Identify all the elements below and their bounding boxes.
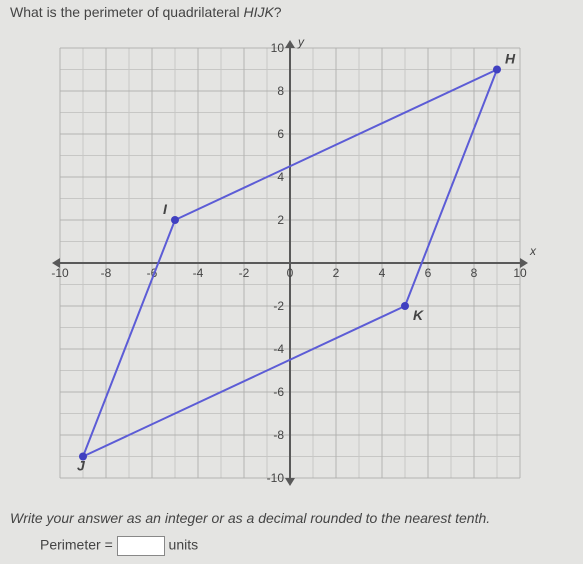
instruction-text: Write your answer as an integer or as a … xyxy=(10,510,490,526)
question-text: What is the perimeter of quadrilateral H… xyxy=(10,4,282,20)
y-tick-label: -4 xyxy=(273,342,284,356)
vertex-label-J: J xyxy=(77,458,86,474)
vertex-label-I: I xyxy=(163,201,168,217)
y-tick-label: 10 xyxy=(271,41,285,55)
x-tick-label: 10 xyxy=(513,266,527,280)
y-tick-label: -6 xyxy=(273,385,284,399)
vertex-I xyxy=(171,216,179,224)
question-var: HIJK xyxy=(243,4,273,20)
y-tick-label: -8 xyxy=(273,428,284,442)
x-tick-label: 0 xyxy=(287,266,294,280)
vertex-label-H: H xyxy=(505,51,516,67)
vertex-H xyxy=(493,66,501,74)
y-tick-label: 8 xyxy=(277,84,284,98)
perimeter-label: Perimeter = xyxy=(40,537,113,553)
y-tick-label: -10 xyxy=(267,471,285,485)
graph-svg: -10-8-6-4-20246810-10-8-6-4-2246810xyHIJ… xyxy=(40,28,540,498)
perimeter-input[interactable] xyxy=(117,536,165,556)
y-axis-label: y xyxy=(297,35,305,49)
coordinate-graph: -10-8-6-4-20246810-10-8-6-4-2246810xyHIJ… xyxy=(40,28,540,498)
vertex-K xyxy=(401,302,409,310)
x-tick-label: 2 xyxy=(333,266,340,280)
y-tick-label: 2 xyxy=(277,213,284,227)
vertex-label-K: K xyxy=(413,307,424,323)
question-suffix: ? xyxy=(274,4,282,20)
perimeter-units: units xyxy=(169,537,199,553)
x-tick-label: 6 xyxy=(425,266,432,280)
x-axis-label: x xyxy=(529,244,537,258)
x-tick-label: -8 xyxy=(101,266,112,280)
y-tick-label: 6 xyxy=(277,127,284,141)
x-tick-label: -2 xyxy=(239,266,250,280)
x-tick-label: -10 xyxy=(51,266,69,280)
x-tick-label: 4 xyxy=(379,266,386,280)
answer-row: Perimeter = units xyxy=(40,536,198,556)
x-tick-label: 8 xyxy=(471,266,478,280)
question-prefix: What is the perimeter of quadrilateral xyxy=(10,4,243,20)
x-tick-label: -4 xyxy=(193,266,204,280)
y-tick-label: -2 xyxy=(273,299,284,313)
